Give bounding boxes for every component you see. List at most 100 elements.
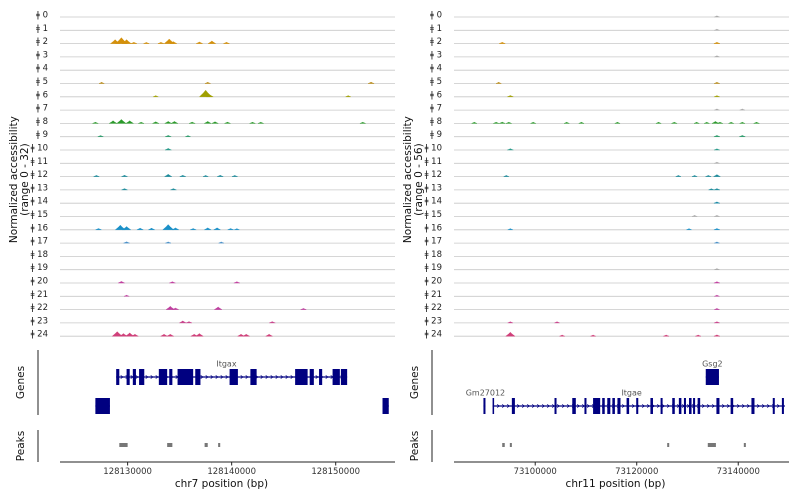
gene-exon: [139, 369, 145, 385]
coverage-peak: [704, 121, 710, 124]
coverage-peak: [166, 333, 174, 337]
x-tick-label: 73140000: [717, 467, 760, 477]
coverage-peak: [471, 121, 477, 124]
track-label: ǂ 5: [430, 77, 442, 87]
gene-exon: [626, 398, 630, 414]
track-label: ǂ 0: [36, 11, 48, 21]
track-label: ǂ 8: [430, 117, 442, 127]
strand-arrow: [776, 404, 780, 408]
coverage-peak: [213, 227, 221, 230]
coverage-peak: [505, 121, 512, 124]
coverage-peak: [671, 121, 678, 124]
coverage-peak: [234, 228, 240, 230]
strand-arrow: [726, 404, 730, 408]
gene-exon: [572, 398, 576, 414]
peaks-axis-label: Peaks: [409, 431, 421, 461]
coverage-peak: [714, 321, 720, 324]
x-tick-label: 73120000: [615, 467, 658, 477]
strand-arrow: [205, 375, 209, 379]
coverage-peak: [714, 28, 720, 31]
strand-arrow: [265, 375, 269, 379]
strand-arrow: [200, 375, 204, 379]
coverage-peak: [242, 333, 250, 337]
strand-arrow: [145, 375, 149, 379]
gene-exon: [716, 398, 720, 414]
coverage-peak: [499, 42, 506, 44]
track-label: ǂ 20: [425, 277, 442, 287]
strand-arrow: [566, 404, 570, 408]
track-label: ǂ 23: [425, 316, 442, 326]
coverage-peak: [218, 241, 224, 244]
coverage-peak: [713, 174, 721, 177]
peak-region: [502, 443, 505, 447]
track-label: ǂ 12: [425, 170, 442, 180]
coverage-peak: [713, 201, 720, 204]
track-label: ǂ 19: [425, 263, 442, 273]
coverage-peak: [121, 188, 128, 191]
peaks-axis-label: Peaks: [15, 431, 27, 461]
track-label: ǂ 24: [31, 330, 48, 340]
coverage-peak: [686, 228, 692, 230]
coverage-peak: [125, 120, 135, 124]
coverage-peak: [121, 226, 132, 230]
right-coverage-panel: ǂ 0 ǂ 1 ǂ 2 ǂ 3 ǂ 4 ǂ 5 ǂ 6 ǂ 7 ǂ 8 ǂ 9 ǂ 10 ǂ 11 ǂ …: [402, 11, 789, 490]
track-label: ǂ 7: [430, 104, 442, 114]
coverage-peak: [164, 148, 172, 151]
gene-exon: [340, 369, 348, 385]
coverage-peak: [714, 308, 720, 310]
strand-arrow: [756, 404, 760, 408]
coverage-peak: [739, 108, 745, 111]
coverage-peak: [739, 135, 746, 137]
coverage-peak: [223, 42, 230, 44]
gene-exon: [693, 398, 696, 414]
strand-arrow: [516, 404, 520, 408]
coverage-peak: [714, 241, 720, 244]
strand-arrow: [541, 404, 545, 408]
y-axis-label: Normalized accessibility: [8, 116, 20, 243]
coverage-peak: [169, 41, 177, 44]
strand-arrow: [325, 375, 329, 379]
strand-arrow: [506, 404, 510, 408]
gene-exon: [250, 369, 257, 385]
coverage-peak: [227, 228, 234, 230]
coverage-peak: [714, 148, 720, 151]
coverage-peak: [123, 294, 130, 297]
coverage-peak: [507, 95, 514, 97]
coverage-peak: [663, 334, 670, 337]
strand-arrow: [666, 404, 670, 408]
coverage-peak: [578, 121, 585, 124]
coverage-peak: [714, 294, 720, 297]
gene-exon: [593, 398, 601, 414]
y-axis-range-label: (range 0 - 32): [19, 143, 31, 216]
coverage-peak: [152, 121, 159, 124]
track-label: ǂ 17: [31, 237, 48, 247]
coverage-peak: [143, 42, 150, 44]
coverage-peak: [655, 121, 662, 124]
coverage-peak: [507, 228, 514, 230]
x-tick-label: 128150000: [311, 467, 360, 477]
coverage-peak: [165, 241, 172, 244]
coverage-peak: [116, 119, 127, 124]
coverage-peak: [554, 321, 560, 324]
track-label: ǂ 22: [425, 303, 442, 313]
x-tick-label: 128140000: [207, 467, 256, 477]
gene-exon: [319, 369, 323, 385]
coverage-peak: [157, 42, 164, 44]
gene-name-label: Itgax: [216, 360, 236, 369]
coverage-peak: [714, 55, 720, 58]
coverage-peak: [495, 82, 502, 84]
track-label: ǂ 0: [430, 11, 442, 21]
coverage-peak: [160, 333, 168, 337]
gene-exon: [116, 369, 120, 385]
peak-region: [667, 443, 670, 447]
gene-exon: [697, 398, 701, 414]
coverage-peak: [93, 175, 100, 177]
coverage-peak: [185, 135, 191, 137]
x-tick-label: 128130000: [103, 467, 152, 477]
strand-arrow: [556, 404, 560, 408]
gene-exon: [554, 398, 557, 414]
track-label: ǂ 14: [31, 197, 48, 207]
strand-arrow: [701, 404, 705, 408]
peak-region: [743, 443, 746, 447]
coverage-peak: [493, 121, 500, 124]
